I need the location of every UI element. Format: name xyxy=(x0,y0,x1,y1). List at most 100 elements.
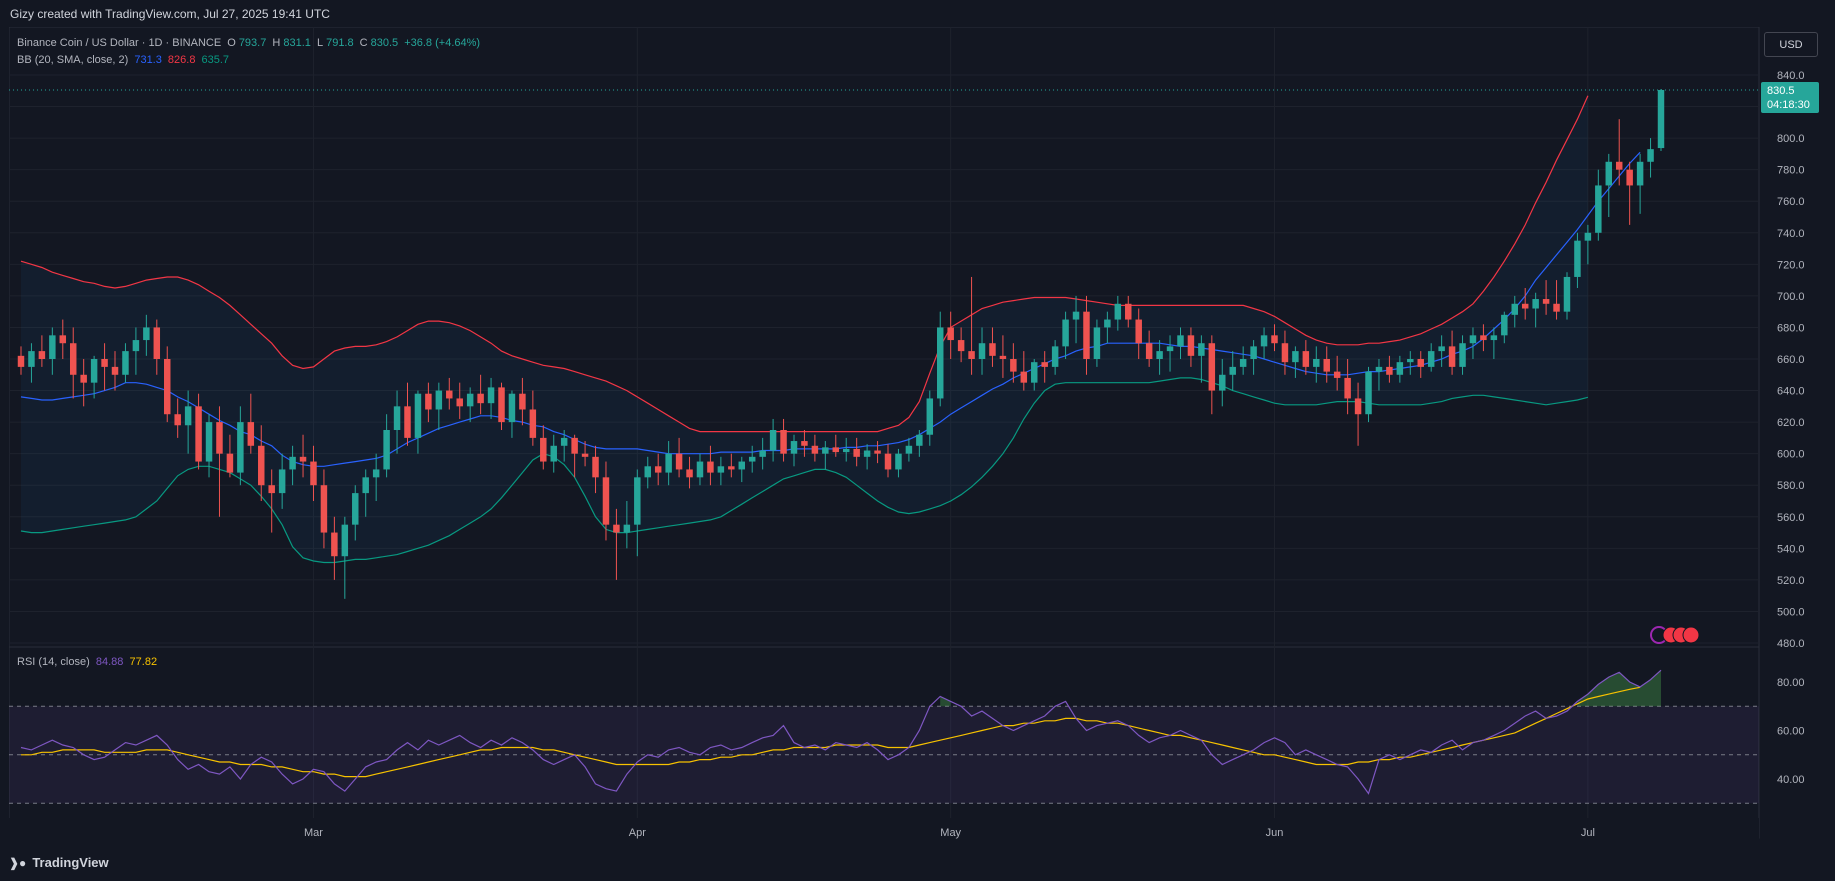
candle-body xyxy=(989,343,996,356)
candle-body xyxy=(1563,276,1571,312)
candle-body xyxy=(1521,303,1529,309)
candle-body xyxy=(174,414,181,426)
candle-body xyxy=(331,532,338,557)
candle-body xyxy=(1229,366,1236,375)
price-tick-label: 520.0 xyxy=(1777,575,1805,587)
candle-body xyxy=(80,374,87,383)
bb-indicator-label[interactable]: BB (20, SMA, close, 2) xyxy=(17,54,129,66)
candle-body xyxy=(905,445,913,454)
candle-body xyxy=(1427,351,1435,367)
candle-body xyxy=(153,327,161,359)
candle-body xyxy=(874,450,881,454)
bb-area xyxy=(21,95,1588,563)
candle-body xyxy=(696,461,704,478)
price-tick-label: 800.0 xyxy=(1777,133,1805,145)
candle-body xyxy=(769,430,777,451)
candle-body xyxy=(1396,362,1404,375)
candle-body xyxy=(801,441,808,446)
rsi-pane[interactable] xyxy=(8,646,1760,839)
candle-body xyxy=(790,441,798,454)
high-value: 831.1 xyxy=(283,37,311,49)
candle-body xyxy=(268,485,275,494)
candle-body xyxy=(1344,377,1351,399)
candle-body xyxy=(936,327,944,399)
candle-body xyxy=(1208,343,1216,391)
candle-body xyxy=(1354,398,1362,415)
candle-body xyxy=(498,387,505,423)
candle-body xyxy=(341,524,349,557)
rsi-line xyxy=(20,669,1662,795)
candle-body xyxy=(164,359,171,415)
chart-frame[interactable]: 480.0 500.0 520.0 540.0 560.0 580.0 600.0 620.0… xyxy=(8,26,1833,852)
candle-body xyxy=(446,390,453,399)
candle-body xyxy=(592,456,599,478)
bar-countdown: 04:18:30 xyxy=(1767,99,1810,111)
candle-body xyxy=(132,340,140,352)
candle-body xyxy=(811,445,819,454)
candle-body xyxy=(957,340,965,352)
price-pane[interactable] xyxy=(8,26,1760,648)
candle-body xyxy=(1302,351,1310,367)
candle-body xyxy=(550,445,557,462)
candle-body xyxy=(717,466,725,473)
candle-body xyxy=(1333,371,1341,378)
chart-legend: Binance Coin / US Dollar · 1D · BINANCE … xyxy=(17,37,481,66)
candle-body xyxy=(1532,299,1539,309)
candle-body xyxy=(1448,346,1456,367)
candle-body xyxy=(216,422,223,454)
candle-body xyxy=(195,406,202,462)
candle-body xyxy=(477,393,484,404)
candle-body xyxy=(780,430,787,454)
candle-body xyxy=(49,335,56,359)
time-tick-label: Jul xyxy=(1581,827,1595,839)
candle-body xyxy=(1407,359,1414,363)
candle-body xyxy=(258,445,265,486)
time-tick-label: Apr xyxy=(629,827,646,839)
price-axis[interactable]: 480.0 500.0 520.0 540.0 560.0 580.0 600.0 620.0… xyxy=(1777,70,1805,650)
candle-body xyxy=(738,461,746,470)
candlestick-series xyxy=(9,89,1759,599)
candle-body xyxy=(404,406,411,438)
currency-button[interactable]: USD xyxy=(1764,32,1818,57)
time-axis[interactable] xyxy=(9,818,1759,848)
candle-body xyxy=(289,456,296,470)
candle-body xyxy=(1438,346,1445,352)
symbol-title[interactable]: Binance Coin / US Dollar · 1D · BINANCE xyxy=(17,37,222,49)
candle-body xyxy=(842,448,850,453)
tradingview-brand[interactable]: ❱● TradingView xyxy=(9,855,109,870)
bb-upper-value: 826.8 xyxy=(167,54,196,66)
candle-body xyxy=(581,453,589,457)
rsi-indicator-label[interactable]: RSI (14, close) xyxy=(17,656,90,668)
candle-body xyxy=(623,524,631,533)
candle-body xyxy=(143,327,150,341)
rsi-legend: RSI (14, close) 84.88 77.82 xyxy=(17,656,157,668)
candle-body xyxy=(1313,359,1320,367)
candle-body xyxy=(1219,374,1226,391)
price-tick-label: 760.0 xyxy=(1777,196,1805,208)
price-tick-label: 540.0 xyxy=(1777,543,1805,555)
candle-body xyxy=(540,437,547,462)
candle-body xyxy=(299,456,307,462)
candle-body xyxy=(1542,299,1550,304)
candle-body xyxy=(1657,89,1665,149)
price-tick-label: 640.0 xyxy=(1777,386,1805,398)
candle-body xyxy=(1135,319,1142,344)
events-icon[interactable] xyxy=(1650,626,1700,644)
candle-body xyxy=(69,343,77,375)
candle-body xyxy=(947,327,954,341)
candle-body xyxy=(560,437,568,446)
rsi-axis[interactable]: 40.00 60.00 80.00 xyxy=(1777,677,1805,786)
candle-body xyxy=(1041,362,1048,367)
time-axis-labels: MarAprMayJunJulAug xyxy=(304,827,1595,839)
candle-body xyxy=(926,398,934,435)
candle-body xyxy=(529,409,537,438)
candle-body xyxy=(310,461,317,486)
rsi-tick-label: 80.00 xyxy=(1777,677,1805,689)
rsi-overbought-fill xyxy=(940,670,1661,707)
candle-body xyxy=(748,456,756,462)
candle-body xyxy=(184,406,192,426)
chart-canvas[interactable]: 480.0 500.0 520.0 540.0 560.0 580.0 600.0 620.0… xyxy=(8,26,1833,852)
candle-body xyxy=(1386,366,1393,375)
grid-lines xyxy=(9,27,1759,818)
candle-body xyxy=(1365,371,1372,415)
